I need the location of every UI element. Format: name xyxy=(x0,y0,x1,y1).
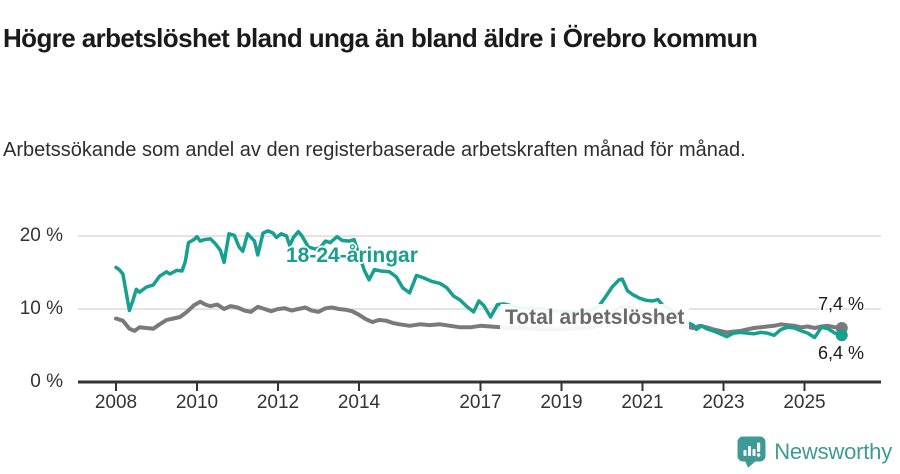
x-tick-label-2010: 2010 xyxy=(175,392,219,413)
newsworthy-logo[interactable]: Newsworthy xyxy=(737,436,892,468)
end-value-label-total: 7,4 % xyxy=(818,294,865,314)
y-tick-label-20: 20 % xyxy=(19,225,63,246)
x-tick-label-2012: 2012 xyxy=(256,392,300,413)
x-tick-label-2023: 2023 xyxy=(702,392,745,413)
chart-title: Högre arbetslöshet bland unga än bland ä… xyxy=(3,23,758,54)
end-value-label-young: 6,4 % xyxy=(818,343,865,363)
y-tick-label-0: 0 % xyxy=(30,371,63,392)
x-tick-label-2008: 2008 xyxy=(94,392,138,413)
x-tick-label-2025: 2025 xyxy=(783,392,826,413)
chart-subtitle: Arbetssökande som andel av den registerb… xyxy=(3,139,746,161)
series-label-young: 18-24-åringar xyxy=(286,244,418,267)
x-tick-label-2021: 2021 xyxy=(621,392,664,413)
newsworthy-logo-text: Newsworthy xyxy=(774,439,892,464)
series-line-young xyxy=(114,229,844,340)
series-line-total xyxy=(114,299,844,335)
series-end-dot-young xyxy=(835,329,848,342)
newsworthy-logo-icon xyxy=(737,436,766,468)
y-tick-label-10: 10 % xyxy=(19,298,63,319)
series-label-total: Total arbetslöshet xyxy=(500,304,690,332)
x-tick-label-2014: 2014 xyxy=(337,392,381,413)
x-tick-label-2019: 2019 xyxy=(540,392,583,413)
x-tick-label-2017: 2017 xyxy=(459,392,502,413)
